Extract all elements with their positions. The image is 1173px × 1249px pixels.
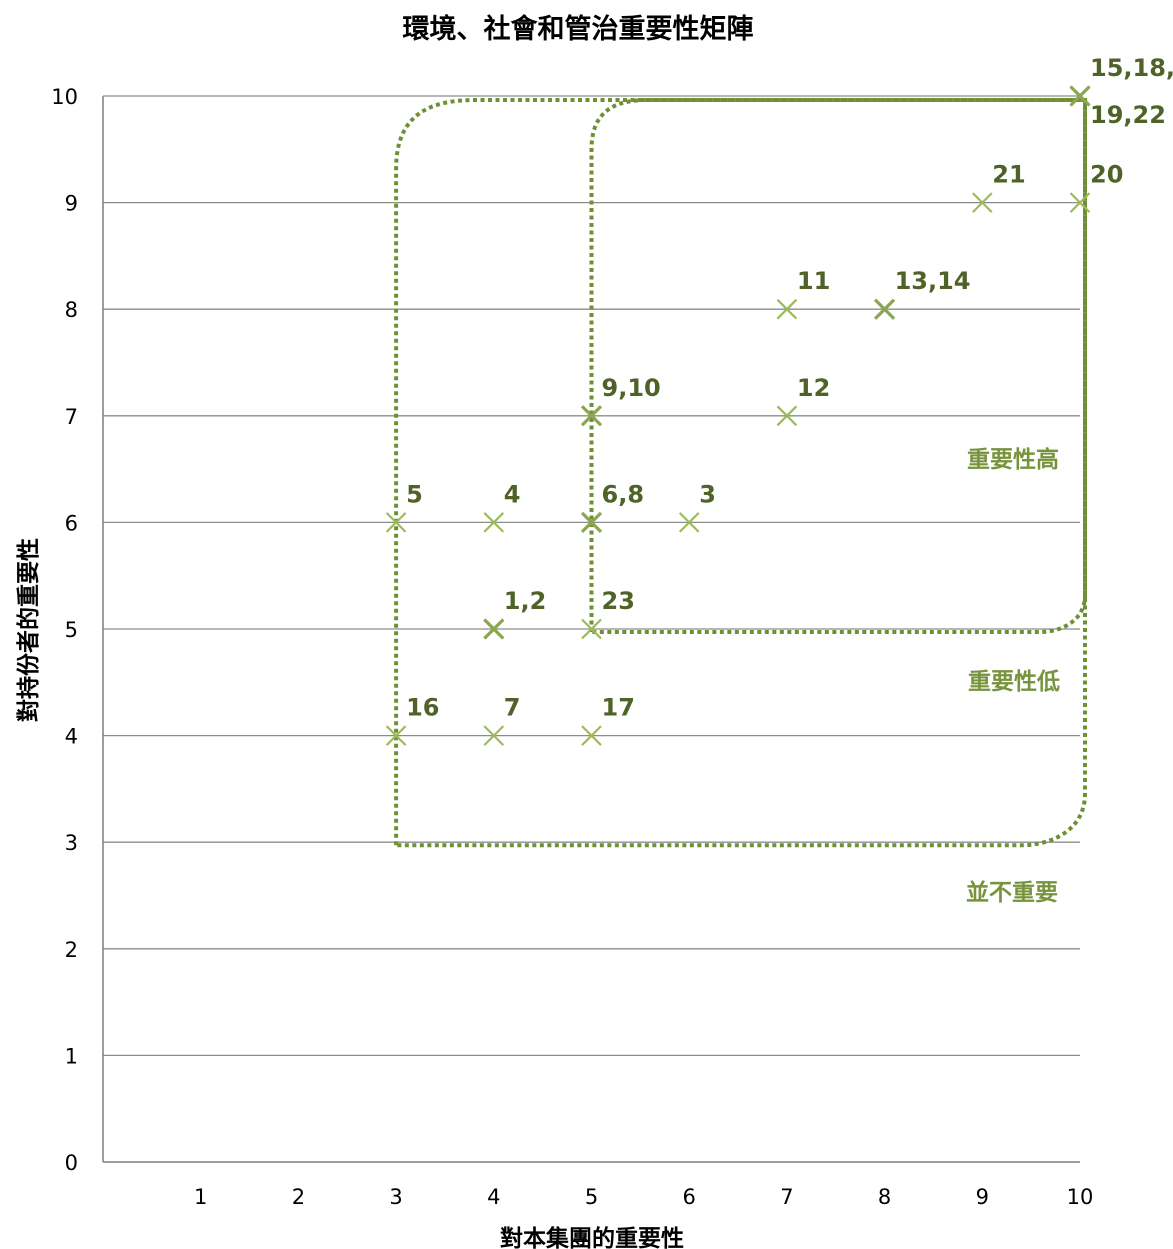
marker-stroke [776,405,798,427]
data-label-line: 3 [699,480,716,508]
data-label-line: 19,22 [1090,101,1166,129]
data-point [581,725,602,746]
data-point [385,725,407,746]
y-tick-label: 9 [65,192,78,216]
y-tick-label: 4 [65,725,78,749]
data-label-line: 1,2 [504,587,547,615]
data-point [580,405,603,427]
x-tick-label: 1 [194,1185,207,1209]
marker-stroke [972,192,993,213]
x-tick-label: 7 [780,1185,793,1209]
y-tick-label: 8 [65,298,78,322]
data-label-line: 15,18, [1090,54,1173,82]
data-label: 9,10 [602,374,661,402]
data-points: 1,2 3 4 5 6,8 7 9,10 11 12 13,14 15,18, 19,22 16 17 20… [385,54,1173,746]
data-label-line: 11 [797,267,830,295]
data-label-line: 21 [992,161,1025,189]
marker-stroke [1069,192,1091,213]
marker-stroke [581,618,602,640]
marker-stroke [580,511,603,534]
data-label: 6,8 [602,480,645,508]
x-tick-label: 4 [487,1185,500,1209]
data-point [580,511,603,534]
data-label-line: 20 [1090,161,1123,189]
marker-stroke [581,725,602,746]
data-label: 3 [699,480,716,508]
x-tick-label: 10 [1067,1185,1094,1209]
zone-boundary-2 [394,98,1087,848]
zone-label-1: 重要性高 [967,446,1059,473]
data-point [483,512,505,533]
data-label: 16 [406,694,439,722]
marker-stroke [776,298,798,320]
y-tick-label: 1 [65,1044,78,1068]
x-tick-label: 6 [683,1185,696,1209]
x-axis-title: 對本集團的重要性 [500,1225,684,1249]
axes [102,96,1080,1163]
y-tick-label: 2 [65,938,78,962]
zone-label-2: 重要性低 [968,669,1060,695]
marker-stroke [678,512,700,533]
data-label: 11 [797,267,830,295]
x-tick-label: 3 [389,1185,402,1209]
data-point [483,725,505,746]
data-point [972,192,993,213]
data-label: 15,18, 19,22 [1090,54,1173,129]
zone-label-3: 並不重要 [966,879,1058,906]
data-point [1069,85,1091,107]
marker-stroke [873,298,896,320]
data-point [776,298,798,320]
y-tick-label: 5 [65,618,78,642]
data-label-line: 17 [602,694,635,722]
data-label-line: 12 [797,374,830,402]
data-label: 5 [406,480,423,508]
y-tick-label: 7 [65,405,78,429]
data-label: 7 [504,694,521,722]
marker-stroke [385,725,407,746]
marker-stroke [483,512,505,533]
y-axis-title: 對持份者的重要性 [15,538,42,722]
data-label: 1,2 [504,587,547,615]
data-label-line: 16 [406,694,439,722]
marker-stroke [483,725,505,746]
data-label: 13,14 [895,267,971,295]
data-label: 12 [797,374,830,402]
data-label: 23 [602,587,635,615]
marker-stroke [385,512,407,533]
marker-stroke [483,618,505,640]
y-tick-label: 10 [51,85,78,109]
y-tick-label: 6 [65,511,78,535]
data-label-line: 23 [602,587,635,615]
data-label-line: 9,10 [602,374,661,402]
data-label-line: 7 [504,694,521,722]
data-point [1069,192,1091,213]
marker-stroke [580,405,603,427]
data-point [483,618,505,640]
data-label-line: 4 [504,480,521,508]
data-point [776,405,798,427]
data-label-line: 6,8 [602,480,645,508]
chart-title: 環境、社會和管治重要性矩陣 [403,13,754,45]
x-tick-label: 9 [976,1185,989,1209]
marker-stroke [1069,85,1091,107]
data-point [385,512,407,533]
x-tick-label: 8 [878,1185,891,1209]
data-label: 17 [602,694,635,722]
data-point [678,512,700,533]
data-label-line: 5 [406,480,423,508]
data-point [581,618,602,640]
y-tick-label: 0 [65,1151,78,1175]
data-label: 4 [504,480,521,508]
data-label-line: 13,14 [895,267,971,295]
x-tick-label: 5 [585,1185,598,1209]
data-label: 21 [992,161,1025,189]
data-label: 20 [1090,161,1123,189]
data-point [873,298,896,320]
x-tick-label: 2 [292,1185,305,1209]
y-tick-label: 3 [65,831,78,855]
